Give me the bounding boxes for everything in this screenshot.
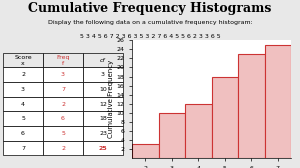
Text: 5 3 4 5 6 7 2 3 6 3 5 3 2 7 6 4 5 5 6 2 3 3 6 5: 5 3 4 5 6 7 2 3 6 3 5 3 2 7 6 4 5 5 6 2 … xyxy=(80,34,220,39)
Bar xyxy=(238,54,265,158)
Bar xyxy=(265,45,291,158)
Bar xyxy=(132,144,158,158)
Bar xyxy=(212,76,238,158)
Text: Cumulative Frequency Histograms: Cumulative Frequency Histograms xyxy=(28,2,272,15)
Text: Display the following data on a cumulative frequency histogram:: Display the following data on a cumulati… xyxy=(48,20,252,25)
Bar xyxy=(185,104,212,158)
Y-axis label: Cumulative Frequency: Cumulative Frequency xyxy=(108,60,114,138)
Bar xyxy=(158,113,185,158)
